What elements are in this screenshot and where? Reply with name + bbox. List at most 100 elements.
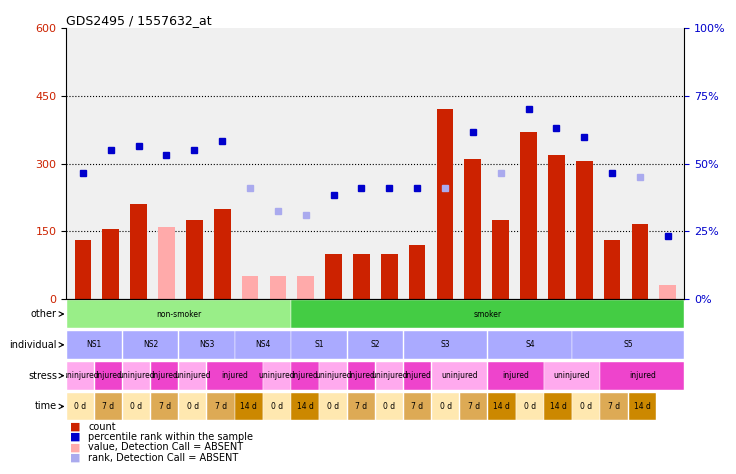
Text: 7 d: 7 d [215,402,227,411]
Text: S5: S5 [623,340,633,349]
Bar [74,240,91,299]
Bar [516,392,544,420]
Bar [432,362,487,390]
Bar [488,392,516,420]
Text: injured: injured [222,371,248,380]
Bar [123,392,150,420]
Bar [214,209,230,299]
Text: 7 d: 7 d [608,402,620,411]
Bar [353,254,369,299]
Text: ■: ■ [70,421,80,432]
Text: S4: S4 [525,340,535,349]
Bar [548,155,565,299]
Text: NS4: NS4 [255,340,271,349]
Text: uninjured: uninjured [315,371,352,380]
Bar [604,240,620,299]
Text: uninjured: uninjured [442,371,478,380]
Bar [573,331,684,359]
Text: uninjured: uninjured [62,371,99,380]
Text: injured: injured [95,371,122,380]
Text: 0 d: 0 d [130,402,143,411]
Text: 7 d: 7 d [411,402,424,411]
Bar [347,362,375,390]
Text: injured: injured [629,371,656,380]
Text: 0 d: 0 d [524,402,536,411]
Text: 0 d: 0 d [580,402,592,411]
Bar [375,392,403,420]
Bar [544,392,572,420]
Bar [291,331,347,359]
Bar [66,331,122,359]
Bar [325,254,342,299]
Text: 0 d: 0 d [74,402,86,411]
Bar [269,276,286,299]
Bar [263,362,291,390]
Bar [659,285,676,299]
Text: 7 d: 7 d [102,402,115,411]
Text: smoker: smoker [474,310,502,319]
Text: value, Detection Call = ABSENT: value, Detection Call = ABSENT [88,442,244,453]
Text: GDS2495 / 1557632_at: GDS2495 / 1557632_at [66,14,212,27]
Bar [601,362,684,390]
Bar [66,300,291,328]
Text: injured: injured [503,371,529,380]
Bar [179,362,207,390]
Text: injured: injured [291,371,319,380]
Text: 14 d: 14 d [297,402,314,411]
Bar [66,392,94,420]
Text: individual: individual [10,340,57,350]
Text: stress: stress [28,371,57,381]
Bar [151,362,178,390]
Bar [151,392,178,420]
Bar [291,392,319,420]
Bar [235,392,263,420]
Bar [488,331,572,359]
Text: 0 d: 0 d [271,402,283,411]
Bar [297,276,314,299]
Bar [186,220,202,299]
Text: percentile rank within the sample: percentile rank within the sample [88,432,253,442]
Text: 0 d: 0 d [327,402,339,411]
Text: S1: S1 [314,340,324,349]
Bar [492,220,509,299]
Bar [404,331,487,359]
Bar [158,227,175,299]
Text: 0 d: 0 d [383,402,395,411]
Text: uninjured: uninjured [174,371,211,380]
Bar [436,109,453,299]
Bar [404,392,431,420]
Bar [408,245,425,299]
Text: 7 d: 7 d [467,402,480,411]
Text: S2: S2 [371,340,380,349]
Bar [601,392,628,420]
Text: rank, Detection Call = ABSENT: rank, Detection Call = ABSENT [88,453,238,463]
Bar [123,331,178,359]
Text: 14 d: 14 d [634,402,651,411]
Text: uninjured: uninjured [371,371,408,380]
Bar [123,362,150,390]
Text: 0 d: 0 d [439,402,452,411]
Bar [432,392,459,420]
Bar [573,392,600,420]
Bar [464,159,481,299]
Bar [520,132,537,299]
Bar [95,362,122,390]
Bar [102,229,119,299]
Bar [66,362,94,390]
Bar [291,300,684,328]
Text: NS3: NS3 [199,340,214,349]
Bar [291,362,319,390]
Bar [179,392,207,420]
Bar [404,362,431,390]
Bar [179,331,235,359]
Bar [629,392,656,420]
Text: ■: ■ [70,432,80,442]
Text: NS2: NS2 [143,340,158,349]
Bar [207,392,235,420]
Text: injured: injured [404,371,431,380]
Text: uninjured: uninjured [118,371,155,380]
Bar [235,331,291,359]
Bar [241,276,258,299]
Bar [263,392,291,420]
Text: 7 d: 7 d [355,402,367,411]
